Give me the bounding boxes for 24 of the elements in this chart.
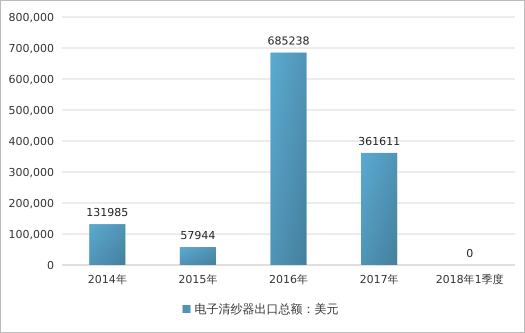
x-tick-label: 2015年 (178, 273, 218, 286)
y-tick-label: 800,000 (8, 10, 54, 24)
x-tick-label: 2018年1季度 (436, 273, 504, 286)
y-tick-label: 200,000 (8, 196, 54, 210)
y-tick-label: 0 (47, 258, 54, 272)
y-tick-label: 500,000 (8, 104, 54, 117)
data-label: 685238 (268, 34, 310, 48)
legend-label: 电子清纱器出口总额：美元 (194, 302, 338, 316)
x-tick-label: 2017年 (360, 273, 399, 286)
y-tick-label: 300,000 (8, 166, 54, 179)
data-label: 57944 (180, 229, 216, 242)
bar (270, 52, 307, 265)
x-tick-label: 2016年 (269, 273, 308, 286)
bar (180, 247, 216, 265)
bar (89, 224, 126, 265)
y-tick-label: 100,000 (8, 228, 54, 241)
y-tick-label: 700,000 (8, 42, 54, 55)
bar (360, 152, 398, 265)
y-tick-label: 400,000 (8, 134, 54, 148)
data-label: 131985 (86, 206, 128, 220)
data-label: 361611 (358, 134, 400, 148)
x-tick-label: 2014年 (88, 273, 127, 286)
y-tick-label: 600,000 (8, 72, 54, 86)
data-label: 0 (466, 247, 474, 260)
